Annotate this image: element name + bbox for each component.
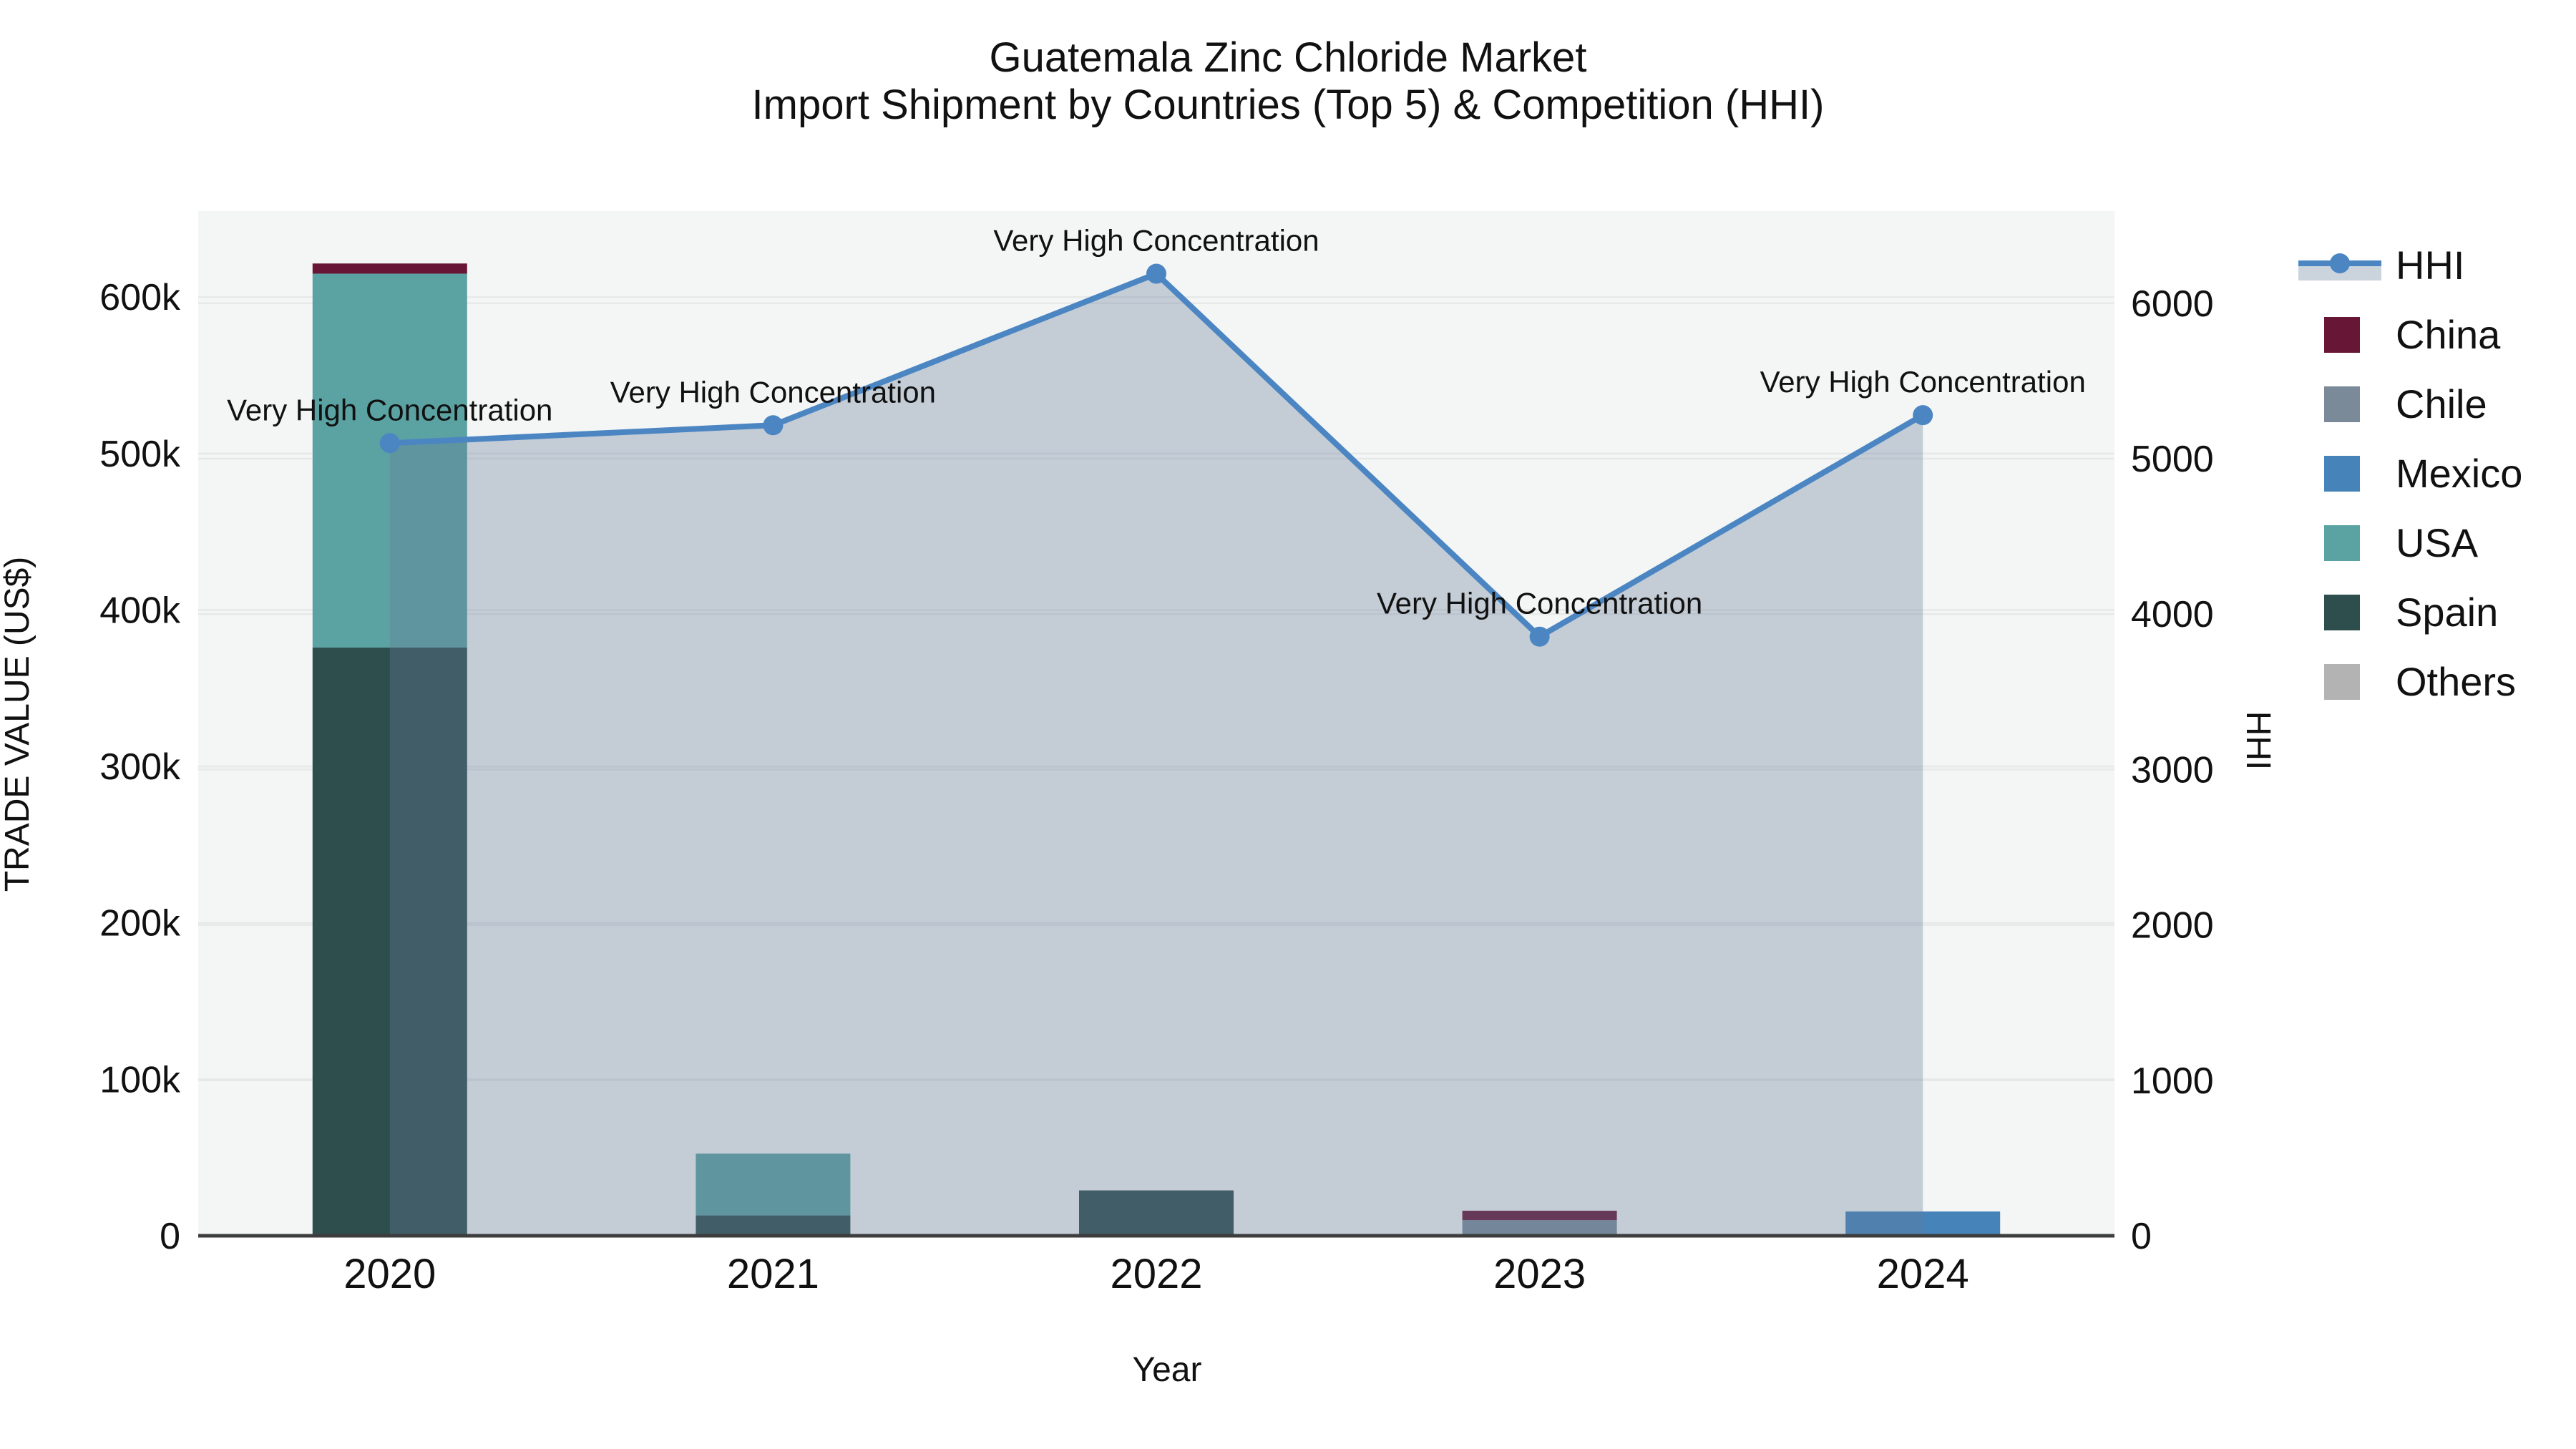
bar-segment-usa-2020[interactable] [312,273,467,648]
hhi-markers-layer [379,263,1933,647]
y-left-tick: 300k [99,746,181,788]
legend-item-spain[interactable]: Spain [2324,590,2498,635]
y-left-tick: 400k [99,590,181,631]
bar-segment-spain-2021[interactable] [696,1215,851,1236]
hhi-marker-2022[interactable] [1146,263,1166,284]
annotation-2022: Very High Concentration [993,224,1319,258]
y-left-tick: 100k [99,1059,181,1101]
bar-segment-spain-2022[interactable] [1079,1190,1234,1236]
legend-color-swatch [2324,525,2360,561]
legend-item-mexico[interactable]: Mexico [2324,451,2522,496]
legend-label: Chile [2396,381,2487,426]
y-right-tick: 5000 [2131,439,2214,480]
hhi-marker-2021[interactable] [763,415,784,436]
legend-item-usa[interactable]: USA [2324,520,2479,565]
y-axis-right-title: HHI [2239,711,2277,771]
chart-title-line1: Guatemala Zinc Chloride Market [990,34,1587,81]
annotation-2021: Very High Concentration [610,375,936,409]
bar-segment-chile-2023[interactable] [1462,1220,1617,1236]
x-tick-2021: 2021 [727,1251,819,1297]
annotation-2024: Very High Concentration [1760,365,2086,399]
chart-title-line2: Import Shipment by Countries (Top 5) & C… [752,82,1825,128]
legend-item-hhi[interactable]: HHI [2298,243,2464,288]
hhi-area[interactable] [389,273,1923,1236]
legend-label: Spain [2396,590,2498,635]
y-left-tick: 200k [99,903,181,945]
y-axis-right-ticks: 0 1000 2000 3000 4000 5000 6000 [2131,283,2214,1257]
bar-segment-china-2023[interactable] [1462,1211,1617,1221]
legend-item-china[interactable]: China [2324,312,2501,357]
x-tick-2020: 2020 [343,1251,436,1297]
legend-color-swatch [2324,664,2360,700]
legend-item-others[interactable]: Others [2324,659,2516,704]
y-right-tick: 4000 [2131,594,2214,635]
y-left-tick: 500k [99,434,181,475]
bar-segment-china-2020[interactable] [312,263,467,274]
y-left-tick: 0 [160,1216,180,1257]
bar-segment-usa-2021[interactable] [696,1153,851,1216]
annotations-layer: Very High Concentration Very High Concent… [227,224,2086,620]
bar-segment-spain-2020[interactable] [312,647,467,1236]
legend-color-swatch [2324,595,2360,630]
y-axis-left-title: TRADE VALUE (US$) [0,557,36,892]
bars-layer [312,263,2001,1236]
hhi-marker-2020[interactable] [379,433,400,454]
plot-background [198,211,2114,1236]
legend-label: China [2396,312,2501,357]
x-axis-title: Year [1133,1351,1202,1389]
legend-hhi-marker-swatch [2330,253,2350,273]
x-tick-2024: 2024 [1877,1251,1969,1297]
x-tick-2022: 2022 [1110,1251,1202,1297]
legend-color-swatch [2324,386,2360,422]
x-tick-2023: 2023 [1493,1251,1586,1297]
legend-label: USA [2396,520,2479,565]
legend: HHI China Chile Mexico USA Spain Others [2298,243,2522,704]
legend-label: Others [2396,659,2516,704]
y-right-tick: 2000 [2131,905,2214,947]
gridlines-layer [198,296,2114,1082]
hhi-marker-2023[interactable] [1529,626,1550,647]
bar-segment-mexico-2024[interactable] [1845,1211,2001,1236]
y-right-tick: 3000 [2131,749,2214,791]
legend-color-swatch [2324,456,2360,492]
legend-label: HHI [2396,243,2464,288]
annotation-2020: Very High Concentration [227,393,552,426]
y-axis-left-ticks: 0 100k 200k 300k 400k 500k 600k [99,277,181,1257]
y-right-tick: 0 [2131,1216,2152,1257]
y-right-tick: 6000 [2131,283,2214,325]
legend-item-chile[interactable]: Chile [2324,381,2487,426]
y-right-tick: 1000 [2131,1060,2214,1102]
hhi-marker-2024[interactable] [1913,405,1933,426]
legend-color-swatch [2324,317,2360,353]
x-axis-ticks: 2020 2021 2022 2023 2024 [343,1251,1968,1297]
annotation-2023: Very High Concentration [1377,587,1702,620]
y-left-tick: 600k [99,277,181,318]
legend-label: Mexico [2396,451,2522,496]
